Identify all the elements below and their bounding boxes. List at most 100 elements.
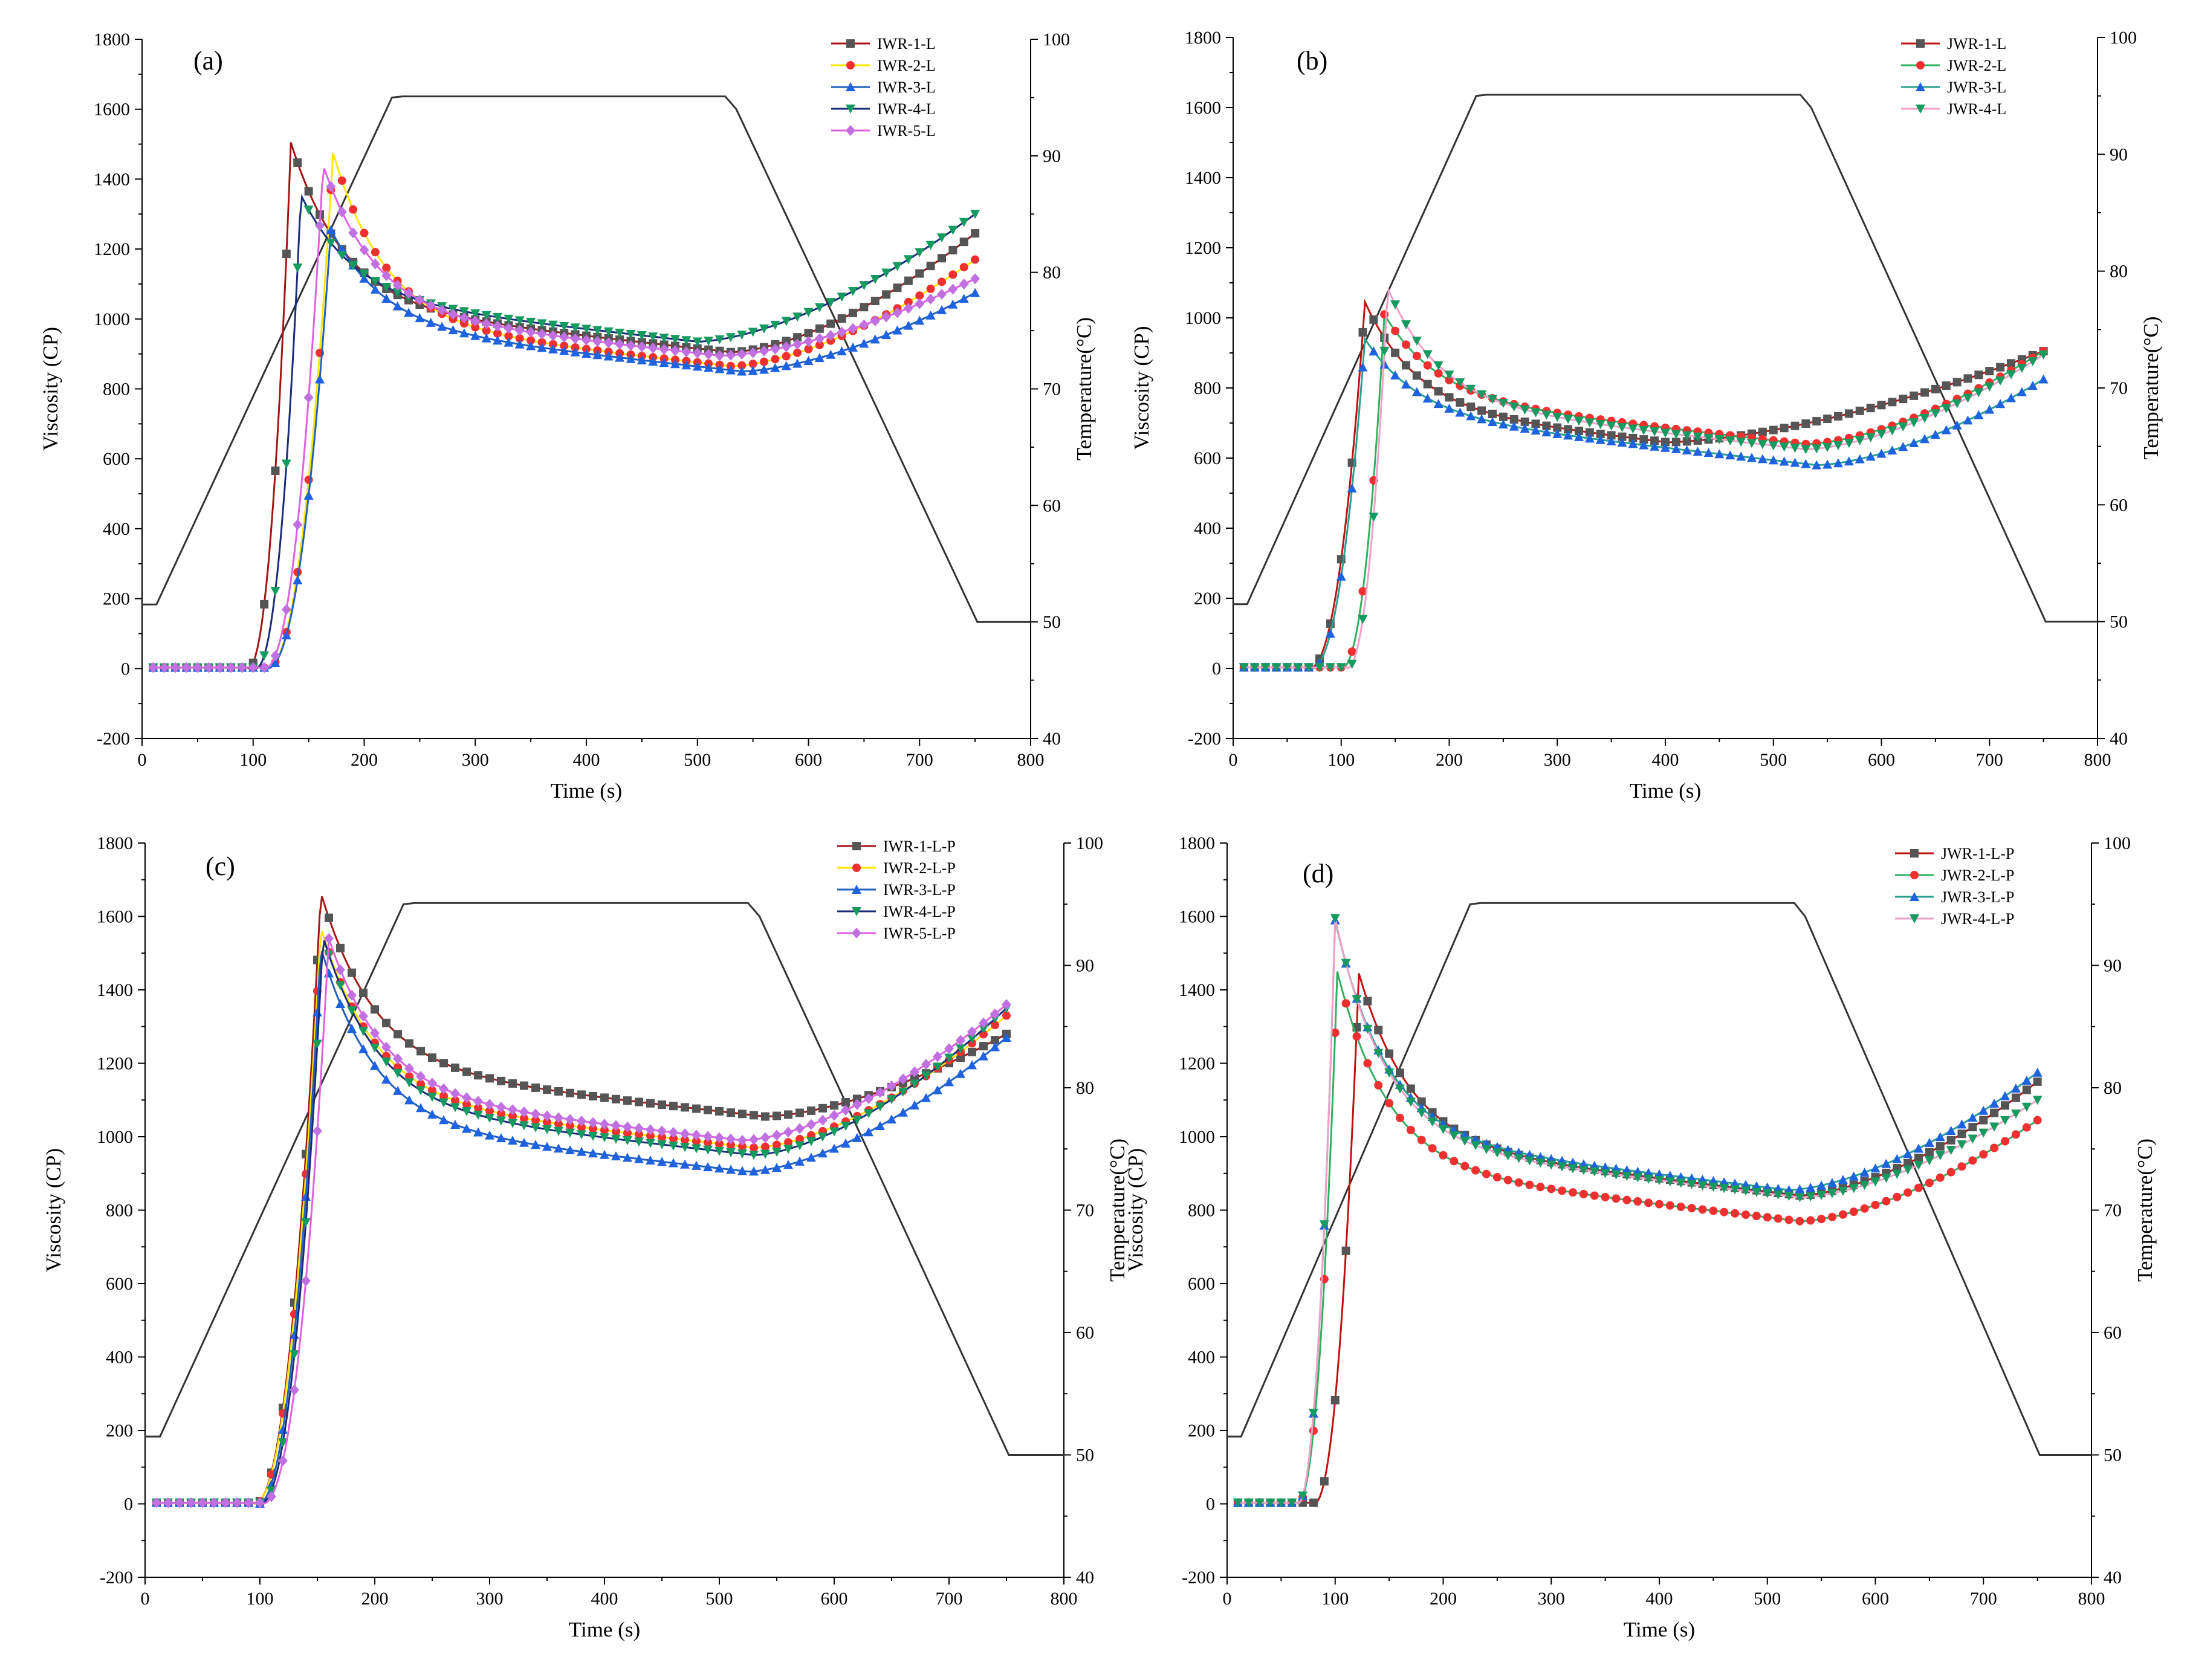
data-point bbox=[2007, 359, 2015, 368]
data-point bbox=[1358, 328, 1367, 337]
data-point bbox=[979, 1024, 988, 1034]
data-point bbox=[1352, 1032, 1361, 1041]
data-point bbox=[898, 1107, 908, 1117]
y-tick-label: 800 bbox=[1188, 1201, 1215, 1221]
data-point bbox=[1952, 378, 1962, 387]
data-point bbox=[1741, 1186, 1751, 1196]
data-point bbox=[646, 1099, 655, 1108]
data-point bbox=[848, 286, 858, 296]
data-point bbox=[933, 1085, 942, 1094]
data-point bbox=[1574, 416, 1584, 426]
data-point bbox=[1254, 1498, 1265, 1508]
x-tick-label: 700 bbox=[936, 1589, 963, 1609]
data-point bbox=[1477, 406, 1486, 415]
data-point bbox=[959, 237, 968, 247]
data-point bbox=[1898, 422, 1908, 432]
data-point bbox=[904, 297, 913, 306]
data-point bbox=[248, 662, 258, 673]
x-tick-label: 100 bbox=[239, 750, 267, 770]
data-point bbox=[293, 519, 303, 531]
data-point bbox=[1492, 1173, 1502, 1182]
data-point bbox=[1385, 1099, 1394, 1108]
legend-swatch-marker bbox=[1910, 892, 1919, 901]
y2-tick-label: 80 bbox=[2110, 262, 2128, 282]
y-tick-label: 1800 bbox=[97, 833, 133, 853]
data-point bbox=[925, 241, 936, 250]
data-point bbox=[1325, 663, 1335, 673]
data-point bbox=[875, 1120, 885, 1130]
legend-label: JWR-3-L bbox=[1947, 79, 2006, 96]
y2-tick-label: 80 bbox=[2104, 1078, 2122, 1098]
x-axis-title: Time (s) bbox=[1624, 1618, 1695, 1641]
data-point bbox=[1325, 628, 1335, 638]
data-point bbox=[615, 338, 625, 350]
data-point bbox=[726, 1148, 736, 1157]
data-point bbox=[1784, 1192, 1794, 1201]
data-point bbox=[270, 658, 280, 668]
data-point bbox=[1402, 340, 1410, 349]
data-point bbox=[1904, 1188, 1913, 1197]
data-point bbox=[704, 363, 714, 372]
data-point bbox=[887, 1080, 896, 1091]
data-point bbox=[657, 1140, 667, 1149]
data-point bbox=[959, 263, 968, 272]
y2-tick-label: 90 bbox=[2104, 956, 2122, 976]
data-point bbox=[1363, 997, 1372, 1006]
data-point bbox=[1698, 1205, 1707, 1214]
y2-axis-title: Temperature(°C) bbox=[2133, 1139, 2157, 1282]
data-point bbox=[526, 317, 536, 327]
data-point bbox=[1373, 1048, 1384, 1058]
data-point bbox=[852, 1116, 862, 1125]
data-point bbox=[237, 662, 247, 673]
legend-swatch-marker bbox=[852, 928, 861, 939]
data-point bbox=[737, 1149, 747, 1159]
panel-label: (d) bbox=[1303, 859, 1333, 888]
data-point bbox=[750, 1143, 758, 1152]
legend-swatch-marker bbox=[852, 885, 861, 894]
data-point bbox=[1374, 1081, 1383, 1090]
data-point bbox=[626, 329, 636, 339]
data-point bbox=[1795, 1193, 1805, 1203]
y-tick-label: 200 bbox=[1194, 589, 1221, 609]
data-point bbox=[1768, 441, 1778, 451]
data-point bbox=[1509, 415, 1518, 424]
data-point bbox=[1816, 1180, 1827, 1190]
data-point bbox=[474, 1103, 482, 1113]
data-point bbox=[792, 338, 803, 350]
data-point bbox=[915, 298, 925, 309]
data-point bbox=[531, 1108, 540, 1120]
data-point bbox=[829, 1143, 839, 1153]
data-point bbox=[979, 1051, 988, 1061]
data-point bbox=[1542, 421, 1551, 430]
data-point bbox=[2011, 1130, 2020, 1139]
data-point bbox=[1362, 1024, 1373, 1034]
data-point bbox=[1676, 1178, 1686, 1188]
data-point bbox=[462, 1092, 471, 1103]
data-point bbox=[163, 1497, 173, 1508]
data-point bbox=[148, 662, 158, 673]
x-tick-label: 100 bbox=[1327, 750, 1355, 770]
data-point bbox=[1406, 1125, 1415, 1134]
data-point bbox=[1347, 659, 1357, 669]
data-point bbox=[990, 1008, 1000, 1019]
data-point bbox=[870, 296, 880, 305]
y2-tick-label: 60 bbox=[1043, 496, 1061, 515]
data-point bbox=[1881, 1158, 1891, 1168]
data-point bbox=[1298, 1491, 1308, 1501]
data-point bbox=[514, 339, 525, 349]
data-point bbox=[313, 1125, 322, 1137]
data-point bbox=[1914, 1143, 1923, 1153]
data-point bbox=[1751, 1187, 1761, 1197]
data-point bbox=[1844, 409, 1853, 418]
data-point bbox=[725, 365, 736, 375]
x-tick-label: 500 bbox=[1754, 1589, 1781, 1609]
y-tick-label: 1600 bbox=[97, 907, 133, 927]
data-point bbox=[903, 303, 913, 314]
x-tick-label: 400 bbox=[1652, 750, 1679, 770]
data-point bbox=[1693, 447, 1703, 456]
data-point bbox=[657, 1157, 667, 1166]
y-tick-label: 400 bbox=[1194, 519, 1221, 538]
data-point bbox=[2033, 1116, 2042, 1125]
data-point bbox=[793, 333, 802, 342]
temperature-line bbox=[142, 95, 1031, 623]
